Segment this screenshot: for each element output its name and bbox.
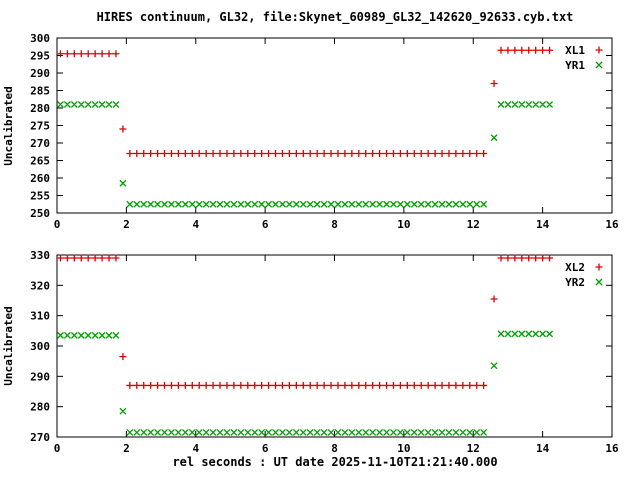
x-axis-label: rel seconds : UT date 2025-11-10T21:21:4…: [172, 455, 497, 469]
x-tick-label: 14: [536, 442, 550, 455]
legend-label-YR1: YR1: [565, 59, 585, 72]
x-tick-label: 10: [397, 218, 410, 231]
series-YR1: [57, 101, 554, 208]
legend-marker-YR2: [595, 278, 603, 286]
x-tick-label: 2: [123, 442, 130, 455]
y-tick-label: 280: [30, 401, 50, 414]
plot-border: [56, 37, 613, 214]
y-tick-label: 255: [30, 190, 50, 203]
y-tick-label: 260: [30, 172, 50, 185]
y-tick-label: 290: [30, 370, 50, 383]
x-tick-label: 12: [467, 218, 480, 231]
y-tick-label: 275: [30, 120, 50, 133]
y-tick-label: 270: [30, 137, 50, 150]
y-tick-label: 300: [30, 32, 50, 45]
x-tick-label: 10: [397, 442, 410, 455]
series-XL1: [56, 46, 554, 157]
y-tick-label: 330: [30, 249, 50, 262]
x-tick-label: 6: [262, 218, 269, 231]
x-tick-label: 12: [467, 442, 480, 455]
y-tick-label: 310: [30, 310, 50, 323]
series-YR2: [57, 330, 554, 436]
y-axis-label-top: Uncalibrated: [2, 86, 15, 165]
y-tick-label: 250: [30, 207, 50, 220]
legend-marker-YR1: [595, 61, 603, 69]
series-XL2: [56, 254, 554, 389]
x-tick-label: 0: [54, 218, 61, 231]
y-tick-label: 320: [30, 279, 50, 292]
x-tick-label: 8: [331, 442, 338, 455]
chart-title: HIRES continuum, GL32, file:Skynet_60989…: [97, 10, 574, 25]
x-tick-label: 0: [54, 442, 61, 455]
y-tick-label: 270: [30, 431, 50, 444]
x-tick-label: 14: [536, 218, 550, 231]
x-tick-label: 4: [192, 218, 199, 231]
x-tick-label: 2: [123, 218, 130, 231]
x-tick-label: 16: [605, 218, 619, 231]
x-tick-label: 6: [262, 442, 269, 455]
x-tick-label: 16: [605, 442, 619, 455]
legend-label-YR2: YR2: [565, 276, 585, 289]
plot-border: [56, 254, 613, 438]
plot-areas: 0 2 4 6 8 10 12 14 16250255260265270275280285290…: [30, 32, 619, 455]
legend-marker-XL2: [595, 263, 603, 271]
y-axis-label-bottom: Uncalibrated: [2, 306, 15, 385]
legend-marker-XL1: [595, 46, 603, 54]
y-tick-label: 285: [30, 85, 50, 98]
plot-top: 0 2 4 6 8 10 12 14 16 250 255 260 265 270 275 280 285 290…: [30, 32, 619, 231]
x-tick-label: 4: [192, 442, 199, 455]
x-tick-label: 8: [331, 218, 338, 231]
y-tick-label: 295: [30, 50, 50, 63]
y-tick-label: 280: [30, 102, 50, 115]
y-tick-label: 290: [30, 67, 50, 80]
plot-bottom: 0 2 4 6 8 10 12 14 16 270 280 290 300 310 320 330 XL2 YR2: [30, 249, 619, 455]
y-tick-label: 300: [30, 340, 50, 353]
legend-label-XL2: XL2: [565, 261, 585, 274]
y-tick-label: 265: [30, 155, 50, 168]
legend-label-XL1: XL1: [565, 44, 585, 57]
